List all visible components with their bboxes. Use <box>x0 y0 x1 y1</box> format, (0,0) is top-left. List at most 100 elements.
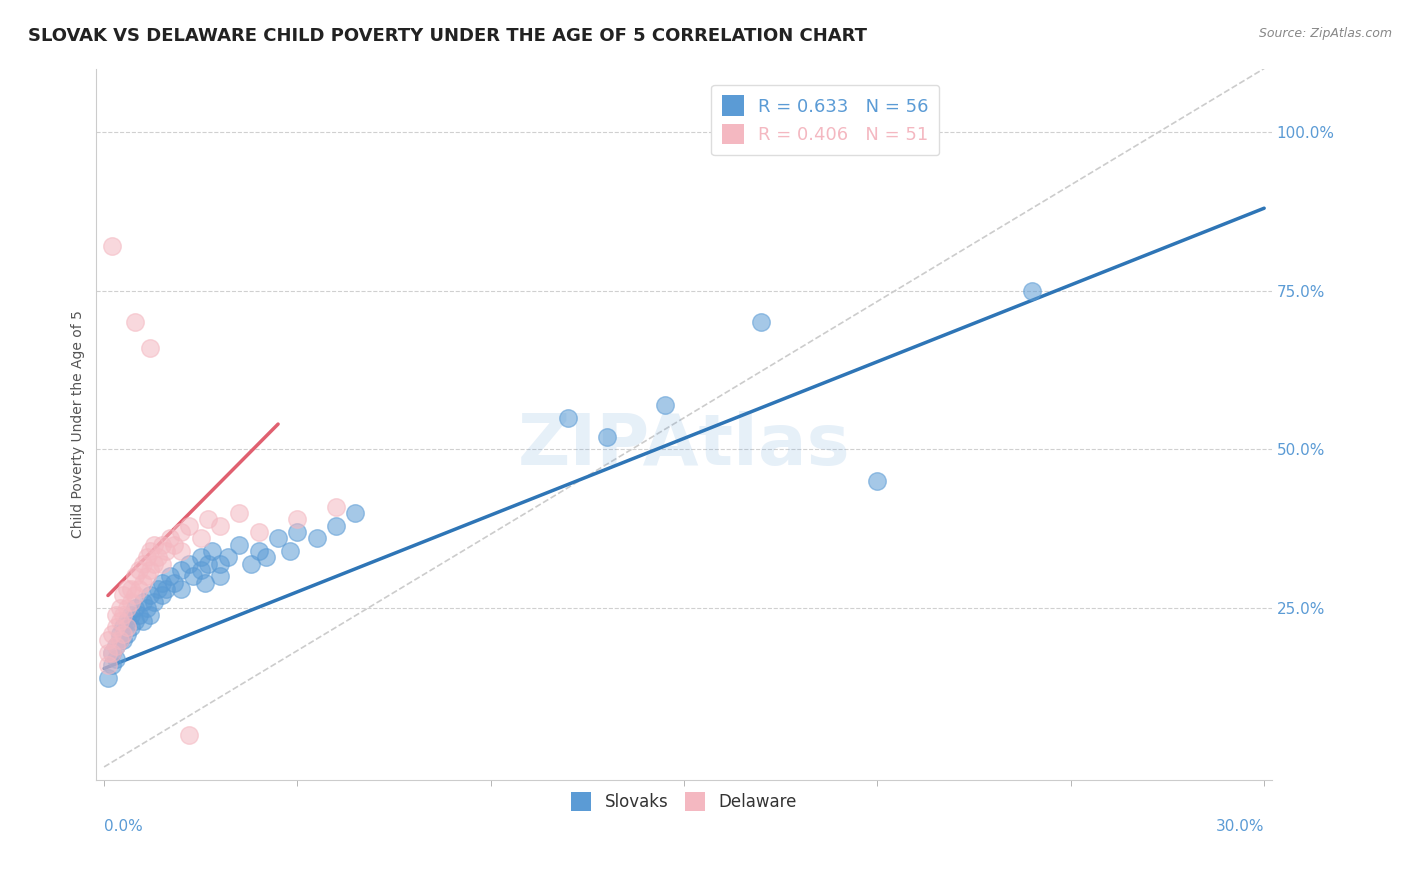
Point <box>120 582 142 596</box>
Point <box>181 569 204 583</box>
Point <box>97 646 120 660</box>
Point <box>305 532 328 546</box>
Point <box>101 239 124 253</box>
Point <box>159 569 181 583</box>
Point <box>139 544 162 558</box>
Point <box>344 506 367 520</box>
Point <box>240 557 263 571</box>
Point <box>150 575 173 590</box>
Point <box>97 671 120 685</box>
Point <box>557 410 579 425</box>
Point <box>143 557 166 571</box>
Point <box>163 575 186 590</box>
Point <box>217 550 239 565</box>
Point <box>139 589 162 603</box>
Point <box>170 544 193 558</box>
Point <box>1021 284 1043 298</box>
Point <box>163 538 186 552</box>
Point <box>179 728 201 742</box>
Text: Source: ZipAtlas.com: Source: ZipAtlas.com <box>1258 27 1392 40</box>
Point <box>150 589 173 603</box>
Point <box>117 601 139 615</box>
Point <box>197 557 219 571</box>
Point <box>124 316 146 330</box>
Point <box>101 646 124 660</box>
Point <box>104 640 127 654</box>
Point <box>190 550 212 565</box>
Point <box>143 538 166 552</box>
Point <box>112 632 135 647</box>
Text: 0.0%: 0.0% <box>104 819 143 834</box>
Point <box>228 538 250 552</box>
Point <box>209 518 232 533</box>
Point <box>108 632 131 647</box>
Point <box>325 518 347 533</box>
Point <box>132 575 155 590</box>
Point <box>751 316 773 330</box>
Point <box>128 607 150 622</box>
Point <box>135 601 157 615</box>
Point <box>112 626 135 640</box>
Point <box>139 607 162 622</box>
Point <box>148 550 170 565</box>
Point <box>104 640 127 654</box>
Point <box>150 538 173 552</box>
Text: 30.0%: 30.0% <box>1216 819 1264 834</box>
Point <box>120 607 142 622</box>
Point <box>325 500 347 514</box>
Text: SLOVAK VS DELAWARE CHILD POVERTY UNDER THE AGE OF 5 CORRELATION CHART: SLOVAK VS DELAWARE CHILD POVERTY UNDER T… <box>28 27 868 45</box>
Point <box>132 614 155 628</box>
Point <box>170 582 193 596</box>
Point <box>143 595 166 609</box>
Point <box>128 582 150 596</box>
Point <box>128 563 150 577</box>
Y-axis label: Child Poverty Under the Age of 5: Child Poverty Under the Age of 5 <box>72 310 86 538</box>
Point <box>170 524 193 539</box>
Point <box>124 589 146 603</box>
Point <box>108 601 131 615</box>
Point <box>159 532 181 546</box>
Point <box>139 341 162 355</box>
Point <box>287 524 309 539</box>
Point <box>278 544 301 558</box>
Point <box>124 614 146 628</box>
Point <box>150 557 173 571</box>
Point <box>247 544 270 558</box>
Point <box>97 658 120 673</box>
Point <box>97 632 120 647</box>
Point <box>117 626 139 640</box>
Point <box>179 518 201 533</box>
Point <box>256 550 278 565</box>
Text: ZIPAtlas: ZIPAtlas <box>517 411 851 480</box>
Point <box>135 550 157 565</box>
Point <box>155 544 177 558</box>
Point <box>120 620 142 634</box>
Point <box>209 569 232 583</box>
Point <box>139 563 162 577</box>
Point <box>287 512 309 526</box>
Point <box>104 652 127 666</box>
Point <box>117 582 139 596</box>
Point <box>228 506 250 520</box>
Point <box>101 626 124 640</box>
Point <box>135 569 157 583</box>
Point <box>108 626 131 640</box>
Point <box>190 532 212 546</box>
Point <box>112 589 135 603</box>
Point <box>132 557 155 571</box>
Point <box>201 544 224 558</box>
Point <box>247 524 270 539</box>
Point <box>112 607 135 622</box>
Point <box>101 646 124 660</box>
Point <box>209 557 232 571</box>
Point <box>104 620 127 634</box>
Point <box>654 398 676 412</box>
Point <box>155 582 177 596</box>
Point <box>267 532 290 546</box>
Point <box>124 601 146 615</box>
Point <box>117 614 139 628</box>
Point <box>170 563 193 577</box>
Point <box>104 607 127 622</box>
Point <box>112 620 135 634</box>
Legend: Slovaks, Delaware: Slovaks, Delaware <box>565 785 803 817</box>
